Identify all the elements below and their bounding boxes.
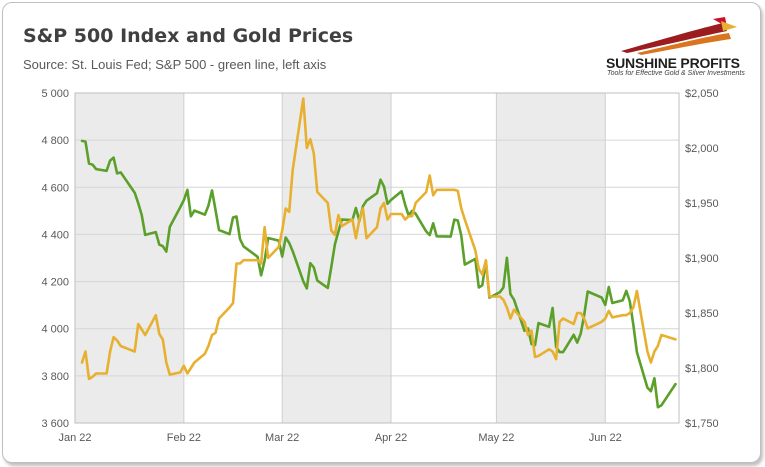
y-right-tick-label: $1,850: [685, 308, 719, 320]
y-right-tick-label: $1,800: [685, 363, 719, 375]
sp500-series-line: [80, 139, 677, 409]
y-left-tick-label: 4 400: [41, 229, 69, 241]
y-left-tick-label: 4 000: [41, 324, 69, 336]
x-tick-label: Jun 22: [589, 432, 622, 444]
y-left-tick-label: 3 600: [41, 418, 69, 430]
sunshine-profits-logo-icon: [621, 17, 737, 55]
chart-frame: S&P 500 Index and Gold Prices Source: St…: [2, 2, 761, 463]
x-tick-label: Feb 22: [167, 432, 201, 444]
month-band: [496, 93, 606, 423]
logo-name: SUNSHINE PROFITS: [606, 55, 740, 71]
chart-title: S&P 500 Index and Gold Prices: [23, 25, 354, 47]
y-right-tick-label: $1,900: [685, 253, 719, 265]
y-left-tick-label: 4 600: [41, 182, 69, 194]
y-left-tick-label: 4 200: [41, 277, 69, 289]
x-tick-label: Jan 22: [58, 432, 91, 444]
gold-series-line: [80, 97, 677, 381]
x-tick-label: May 22: [478, 432, 514, 444]
x-tick-label: Mar 22: [265, 432, 299, 444]
y-left-tick-label: 3 800: [41, 371, 69, 383]
x-tick-label: Apr 22: [375, 432, 407, 444]
y-right-tick-label: $2,050: [685, 88, 719, 100]
chart-subtitle: Source: St. Louis Fed; S&P 500 - green l…: [23, 57, 327, 72]
plot-area: [74, 92, 680, 424]
y-right-tick-label: $1,750: [685, 418, 719, 430]
month-band: [75, 93, 184, 423]
line-chart: 3 600 3 800 4 000 4 200 4 400 4 600 4 800 5 000…: [41, 88, 719, 444]
month-band: [282, 93, 392, 423]
y-right-tick-label: $2,000: [685, 143, 719, 155]
y-right-tick-label: $1,950: [685, 198, 719, 210]
logo-tagline: Tools for Effective Gold & Silver Invest…: [607, 70, 745, 77]
y-left-tick-label: 5 000: [41, 88, 69, 100]
y-left-tick-label: 4 800: [41, 135, 69, 147]
